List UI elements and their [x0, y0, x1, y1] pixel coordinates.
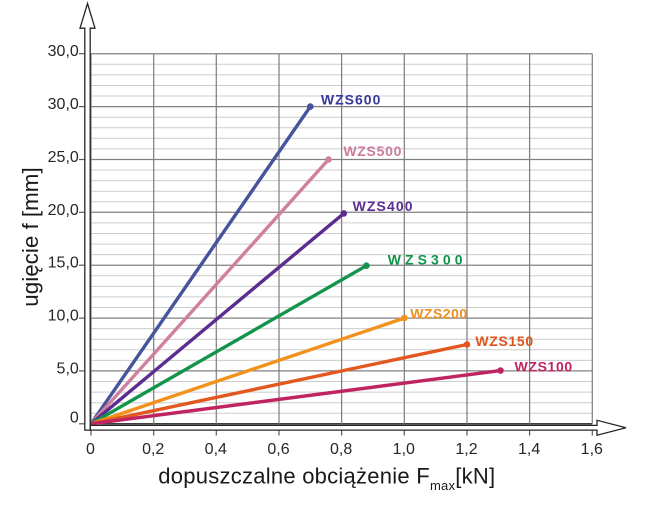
svg-text:30,0: 30,0 — [48, 43, 79, 60]
svg-text:WZS600: WZS600 — [321, 91, 381, 107]
svg-text:0,8: 0,8 — [330, 441, 352, 458]
svg-text:1,4: 1,4 — [518, 441, 540, 458]
svg-text:25,0: 25,0 — [48, 149, 79, 166]
svg-text:15,0: 15,0 — [48, 255, 79, 272]
svg-text:0,6: 0,6 — [267, 441, 289, 458]
svg-text:0,4: 0,4 — [205, 441, 227, 458]
svg-text:WZS100: WZS100 — [515, 359, 573, 375]
svg-text:ugięcie f [mm]: ugięcie f [mm] — [18, 167, 43, 306]
svg-text:30,0: 30,0 — [48, 96, 79, 113]
svg-text:1,2: 1,2 — [455, 441, 477, 458]
svg-text:10,0: 10,0 — [48, 308, 79, 325]
svg-text:0: 0 — [70, 409, 79, 426]
svg-text:20,0: 20,0 — [48, 202, 79, 219]
svg-text:WZS400: WZS400 — [353, 198, 414, 214]
svg-text:5,0: 5,0 — [57, 360, 79, 377]
svg-text:WZS500: WZS500 — [343, 143, 402, 159]
svg-text:0: 0 — [86, 441, 95, 458]
svg-text:1,6: 1,6 — [581, 441, 603, 458]
svg-text:WZS300: WZS300 — [388, 252, 467, 268]
svg-text:WZS200: WZS200 — [410, 305, 467, 321]
svg-text:0,2: 0,2 — [142, 441, 164, 458]
svg-text:1,0: 1,0 — [393, 441, 415, 458]
svg-text:WZS150: WZS150 — [475, 333, 533, 349]
